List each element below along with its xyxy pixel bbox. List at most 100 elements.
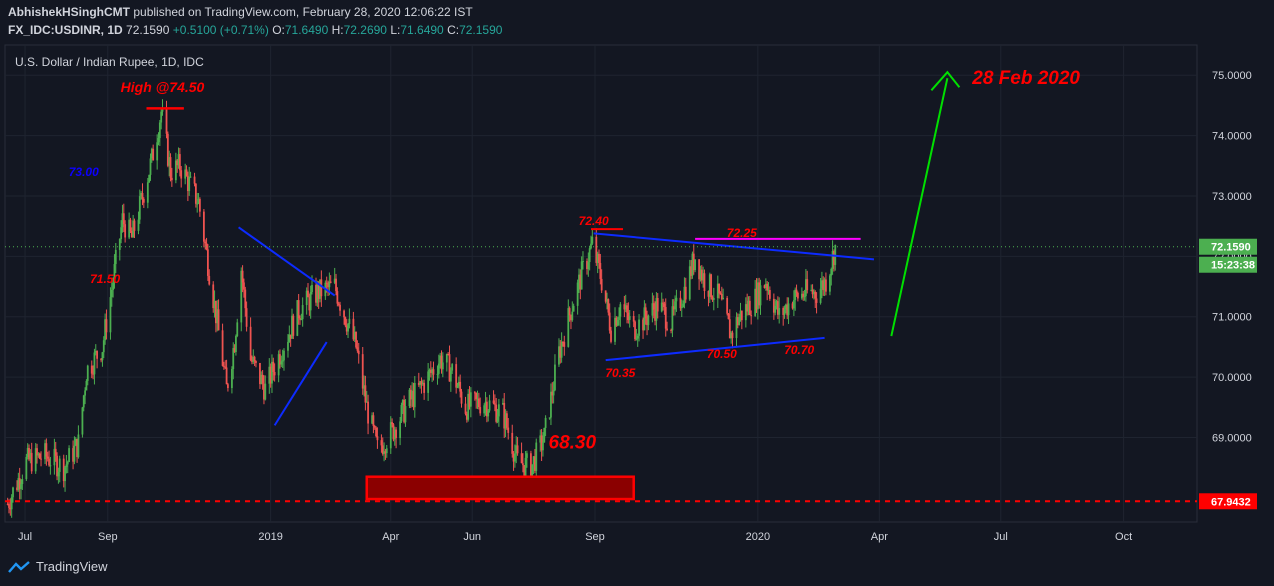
candle-body: [802, 293, 805, 298]
candle-body: [356, 347, 359, 351]
candle-body: [746, 304, 749, 312]
candle-body: [464, 403, 467, 414]
candle-body: [550, 391, 552, 418]
candle-body: [65, 464, 68, 468]
candle-body: [152, 148, 155, 161]
annotation-label: 70.70: [784, 343, 814, 357]
candle-body: [81, 407, 84, 435]
candle-body: [96, 351, 99, 359]
candle-body: [483, 405, 486, 414]
candle-body: [48, 458, 50, 466]
candle-body: [178, 154, 181, 171]
candle-body: [412, 390, 415, 408]
x-tick-label: 2020: [746, 531, 770, 543]
candle-body: [775, 301, 778, 306]
candle-body: [122, 213, 125, 225]
candle-body: [427, 371, 430, 393]
candle-body: [750, 315, 753, 317]
candle-body: [833, 251, 835, 265]
candle-body: [249, 326, 252, 361]
candle-body: [292, 315, 295, 336]
candle-body: [439, 355, 442, 364]
candle-body: [263, 383, 265, 400]
candle-body: [591, 236, 594, 244]
candle-body: [355, 331, 357, 348]
candle-body: [624, 305, 627, 310]
candle-body: [735, 317, 738, 339]
candle-body: [109, 297, 112, 333]
candle-body: [576, 282, 579, 306]
candle-body: [551, 391, 554, 396]
tradingview-brand[interactable]: TradingView: [8, 559, 108, 574]
candle-body: [404, 406, 407, 423]
candle-body: [505, 413, 508, 428]
candle-body: [825, 279, 827, 292]
candle-body: [82, 395, 85, 408]
annotation-label: 70.50: [707, 347, 737, 361]
candle-body: [662, 302, 664, 304]
candle-body: [20, 484, 22, 489]
candle-body: [580, 261, 583, 290]
lower-channel-line: [605, 336, 825, 362]
candle-body: [598, 253, 600, 263]
candle-body: [579, 274, 582, 290]
candle-body: [495, 404, 498, 422]
candle-body: [264, 383, 267, 400]
candle-body: [682, 303, 684, 308]
candle-body: [198, 198, 201, 212]
candle-body: [45, 443, 48, 457]
candle-body: [124, 224, 127, 238]
candle-body: [804, 279, 807, 297]
open-value: 71.6490: [284, 23, 329, 37]
candle-body: [784, 304, 787, 310]
candle-body: [792, 300, 795, 309]
candle-body: [72, 448, 74, 462]
candle-body: [692, 253, 695, 271]
candle-body: [261, 374, 264, 384]
candle-body: [698, 259, 701, 280]
candle-body: [634, 321, 636, 340]
candle-body: [560, 341, 563, 358]
candle-body: [700, 269, 703, 281]
candle-body: [74, 438, 77, 446]
candles: [6, 99, 837, 518]
candle-body: [105, 319, 108, 333]
candle-body: [317, 284, 320, 299]
candle-body: [595, 236, 598, 263]
high-value: 72.2690: [343, 23, 387, 37]
candle-body: [305, 290, 308, 306]
candle-body: [101, 352, 104, 361]
candle-body: [590, 243, 592, 249]
candle-body: [401, 400, 404, 406]
candle-body: [448, 354, 451, 382]
candle-body: [711, 297, 714, 300]
candle-body: [352, 318, 355, 340]
downtrend-line: [238, 226, 336, 297]
x-tick-label: Jul: [18, 531, 32, 543]
candle-body: [436, 373, 439, 375]
candle-body: [636, 335, 639, 339]
author[interactable]: AbhishekHSinghCMT: [8, 5, 130, 19]
candle-body: [635, 338, 638, 340]
last-price: 72.1590: [126, 23, 170, 37]
countdown-badge: 15:23:38: [1211, 260, 1255, 272]
candle-body: [811, 289, 814, 295]
candle-body: [49, 465, 52, 467]
candle-body: [56, 455, 58, 477]
candle-body: [92, 373, 94, 375]
candle-body: [493, 403, 496, 405]
support-badge: 67.9432: [1211, 496, 1251, 508]
candle-body: [437, 363, 440, 374]
candle-body: [339, 304, 341, 311]
candle-body: [497, 404, 500, 417]
low-label: L:: [390, 23, 401, 37]
candle-body: [504, 413, 507, 429]
candle-body: [384, 451, 387, 454]
candle-body: [473, 392, 476, 394]
candle-body: [177, 154, 180, 166]
candle-body: [38, 453, 41, 459]
candle-body: [364, 385, 367, 403]
candle-body: [399, 421, 402, 438]
candle-body: [796, 292, 799, 299]
